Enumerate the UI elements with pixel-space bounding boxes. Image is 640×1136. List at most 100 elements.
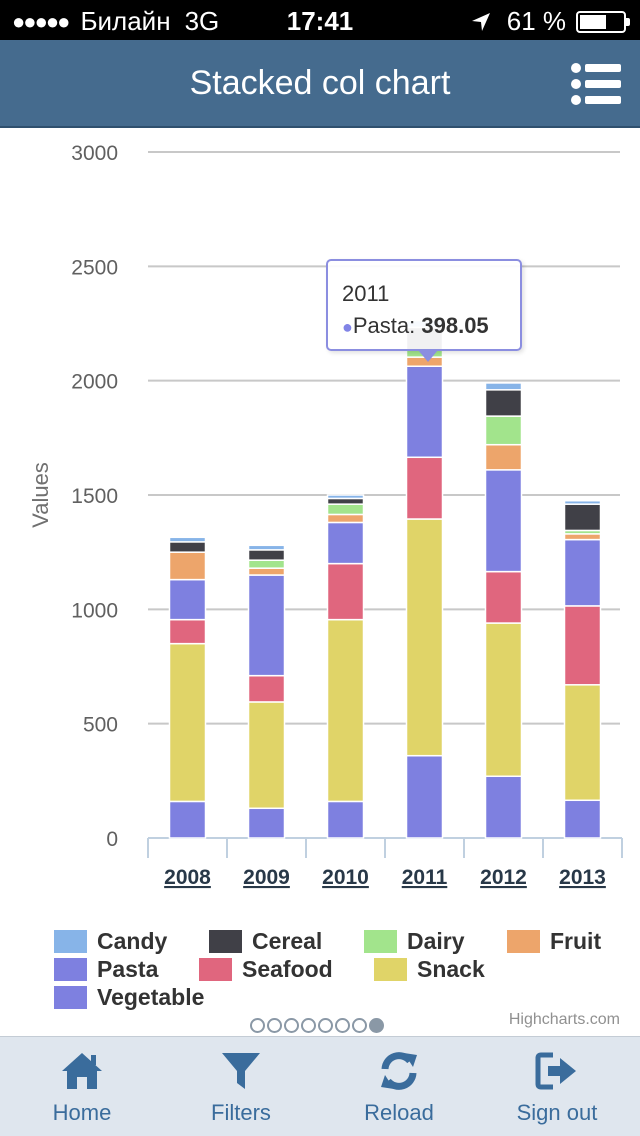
status-bar: ●●●●● Билайн 3G 17:41 61 % — [0, 0, 640, 40]
legend-item-cereal[interactable]: Cereal — [209, 928, 322, 955]
bar-candy-2008 — [168, 536, 207, 543]
legend-swatch — [209, 930, 242, 953]
legend-label: Pasta — [97, 956, 159, 982]
chart-credits[interactable]: Highcharts.com — [508, 1011, 620, 1028]
legend-label: Candy — [97, 928, 168, 954]
x-tick-label: 2013 — [559, 866, 606, 889]
signal-strength: ●●●●● — [12, 8, 70, 34]
page-indicator[interactable] — [250, 1018, 386, 1033]
legend-swatch — [507, 930, 540, 953]
page-dot[interactable] — [335, 1018, 350, 1033]
bar-dairy-2012 — [484, 415, 523, 446]
bar-vegetable-2010 — [326, 800, 365, 839]
y-axis-title: Values — [28, 462, 53, 528]
tooltip-category: 2011 — [342, 281, 390, 306]
legend-swatch — [199, 958, 232, 981]
status-time: 17:41 — [286, 6, 354, 36]
bar-seafood-2009 — [247, 674, 286, 703]
carrier-name: Билайн — [80, 6, 171, 36]
bar-vegetable-2012 — [484, 775, 523, 839]
bar-seafood-2013 — [563, 605, 602, 686]
legend-item-pasta[interactable]: Pasta — [54, 956, 158, 983]
legend-item-snack[interactable]: Snack — [374, 956, 485, 983]
tab-reload[interactable]: Reload — [319, 1037, 479, 1136]
tab-filters[interactable]: Filters — [161, 1037, 321, 1136]
battery-icon — [576, 10, 630, 33]
bar-fruit-2010 — [326, 513, 365, 524]
x-tick-label: 2012 — [480, 866, 527, 889]
legend-item-vegetable[interactable]: Vegetable — [54, 984, 204, 1011]
page-dot[interactable] — [318, 1018, 333, 1033]
legend-label: Dairy — [407, 928, 465, 954]
page-dot[interactable] — [301, 1018, 316, 1033]
filter-icon — [222, 1053, 260, 1089]
legend-swatch — [364, 930, 397, 953]
page-dot[interactable] — [284, 1018, 299, 1033]
chart-canvas: 0 500 1000 1500 2000 2500 3000 Values 2008 2009 20… — [28, 142, 623, 889]
list-menu-icon[interactable] — [570, 62, 622, 106]
bar-fruit-2012 — [484, 443, 523, 471]
legend-item-candy[interactable]: Candy — [54, 928, 167, 955]
status-bar-left: ●●●●● Билайн 3G — [12, 6, 219, 37]
page-dot[interactable] — [250, 1018, 265, 1033]
bar-candy-2010 — [326, 494, 365, 500]
y-tick-label: 500 — [83, 714, 118, 737]
legend-label: Cereal — [252, 928, 323, 954]
y-tick-label: 2500 — [71, 256, 118, 279]
bar-pasta-2012 — [484, 469, 523, 573]
bar-seafood-2010 — [326, 562, 365, 621]
bar-snack-2010 — [326, 618, 365, 803]
tooltip-pointer — [418, 350, 438, 362]
legend-item-seafood[interactable]: Seafood — [199, 956, 333, 983]
bar-seafood-2011 — [405, 456, 444, 520]
x-tick-label: 2009 — [243, 866, 290, 889]
location-arrow-icon — [471, 12, 490, 31]
legend-item-dairy[interactable]: Dairy — [364, 928, 465, 955]
legend-item-fruit[interactable]: Fruit — [507, 928, 601, 955]
bar-vegetable-2013 — [563, 799, 602, 839]
bar-pasta-2008 — [168, 578, 207, 621]
bar-snack-2012 — [484, 622, 523, 778]
bar-vegetable-2008 — [168, 800, 207, 839]
bar-vegetable-2011 — [405, 754, 444, 839]
reload-icon — [381, 1052, 417, 1090]
page-dot[interactable] — [352, 1018, 367, 1033]
y-tick-label: 2000 — [71, 371, 118, 394]
chart-tooltip: 2011 ●Pasta: 398.05 — [326, 259, 522, 351]
y-tick-label: 0 — [106, 828, 118, 851]
tab-sign-out[interactable]: Sign out — [477, 1037, 637, 1136]
sign-out-icon — [535, 1052, 576, 1090]
x-tick-label: 2008 — [164, 866, 211, 889]
page-title: Stacked col chart — [189, 64, 451, 102]
bar-fruit-2013 — [563, 533, 602, 541]
y-tick-label: 1000 — [71, 599, 118, 622]
bar-fruit-2008 — [168, 551, 207, 581]
bar-cereal-2010 — [326, 497, 365, 505]
x-tick-label: 2010 — [322, 866, 369, 889]
tab-home[interactable]: Home — [2, 1037, 162, 1136]
battery-fill — [580, 14, 606, 29]
bar-dairy-2010 — [326, 503, 365, 516]
legend-swatch — [374, 958, 407, 981]
nav-header: Stacked col chart — [0, 40, 640, 128]
bar-snack-2008 — [168, 642, 207, 803]
bar-snack-2011 — [405, 518, 444, 757]
bar-candy-2009 — [247, 544, 286, 551]
stacked-column-chart: 0 500 1000 1500 2000 2500 3000 Values 2008 2009 20… — [0, 130, 640, 1035]
tab-reload-label: Reload — [364, 1100, 434, 1125]
page-dot[interactable] — [267, 1018, 282, 1033]
bar-snack-2013 — [563, 684, 602, 802]
network-type: 3G — [184, 6, 220, 36]
bar-cereal-2008 — [168, 541, 207, 553]
tab-home-label: Home — [52, 1100, 112, 1125]
legend-label: Fruit — [550, 928, 602, 954]
bar-fruit-2009 — [247, 567, 286, 576]
page-dot[interactable] — [369, 1018, 384, 1033]
tooltip-series-label: Pasta: — [352, 313, 416, 338]
y-tick-label: 3000 — [71, 142, 118, 165]
tooltip-series-dot: ● — [342, 317, 353, 337]
legend-label: Snack — [417, 956, 485, 982]
bar-vegetable-2009 — [247, 807, 286, 839]
bar-cereal-2009 — [247, 549, 286, 561]
tab-filters-label: Filters — [211, 1100, 271, 1125]
